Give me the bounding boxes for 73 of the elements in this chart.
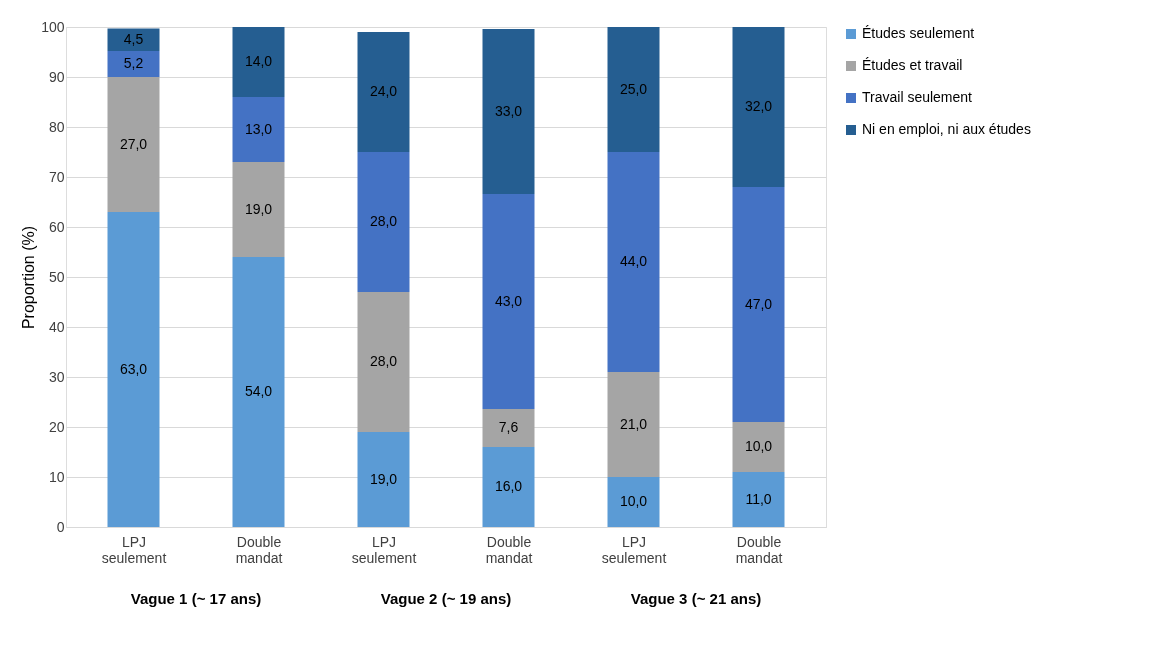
bar <box>607 372 660 477</box>
data-label: 14,0 <box>244 53 273 69</box>
y-tick-label: 30 <box>48 368 65 385</box>
bar <box>232 257 285 527</box>
data-label: 32,0 <box>744 98 773 114</box>
bar <box>357 432 410 527</box>
bar <box>232 27 285 97</box>
bar <box>357 292 410 432</box>
data-label: 5,2 <box>123 55 144 71</box>
bar <box>482 29 535 194</box>
y-axis-title: Proportion (%) <box>20 225 38 330</box>
data-label: 28,0 <box>369 353 398 369</box>
data-label: 44,0 <box>619 253 648 269</box>
y-tick-label: 40 <box>48 318 65 335</box>
y-tick-label: 70 <box>48 168 65 185</box>
legend-label: Ni en emploi, ni aux études <box>862 121 1031 137</box>
data-label: 21,0 <box>619 415 648 432</box>
bar <box>607 152 660 372</box>
bar <box>482 409 535 447</box>
y-tick-label: 100 <box>41 18 65 35</box>
x-tick-label: LPJ seulement <box>601 533 667 566</box>
legend-label: Travail seulement <box>862 89 973 105</box>
data-label: 4,5 <box>123 30 144 47</box>
data-label: 28,0 <box>369 213 398 229</box>
data-label: 19,0 <box>369 470 398 487</box>
data-label: 13,0 <box>244 120 273 137</box>
y-tick-label: 50 <box>48 268 65 285</box>
bar <box>107 28 160 51</box>
legend-label: Études et travail <box>862 57 963 73</box>
data-label: 10,0 <box>744 438 773 454</box>
text: Vague 1 (~ 17 ans) <box>130 590 262 607</box>
bar <box>732 472 785 527</box>
x-tick-label: Double mandat <box>235 533 283 566</box>
data-label: 24,0 <box>369 83 398 99</box>
y-tick-label: 20 <box>48 418 65 435</box>
x-tick-label: Double mandat <box>735 533 783 566</box>
text: Vague 3 (~ 21 ans) <box>630 590 762 607</box>
bar <box>357 152 410 292</box>
bar <box>232 97 285 162</box>
bar <box>482 194 535 409</box>
text: Vague 2 (~ 19 ans) <box>380 590 512 607</box>
data-label: 43,0 <box>494 292 523 309</box>
y-tick-label: 10 <box>48 468 65 485</box>
data-label: 63,0 <box>119 360 148 377</box>
data-label: 11,0 <box>745 490 772 507</box>
y-tick-label: 60 <box>48 218 65 235</box>
bar <box>732 187 785 422</box>
bar <box>607 477 660 527</box>
bar <box>107 77 160 212</box>
bar <box>357 32 410 152</box>
x-tick-label: LPJ seulement <box>351 533 417 566</box>
data-label: 54,0 <box>244 383 273 399</box>
bar <box>232 162 285 257</box>
bar <box>732 422 785 472</box>
y-tick-label: 90 <box>48 68 65 85</box>
y-tick-label: 80 <box>48 118 65 135</box>
data-label: 27,0 <box>119 135 148 152</box>
data-label: 47,0 <box>744 295 773 312</box>
data-label: 19,0 <box>244 200 273 217</box>
x-tick-label: LPJ seulement <box>101 533 167 566</box>
x-tick-label: Double mandat <box>485 533 533 566</box>
data-label: 7,6 <box>498 419 519 435</box>
bar <box>607 27 660 152</box>
legend-label: Études seulement <box>862 25 975 41</box>
data-label: 25,0 <box>619 80 648 97</box>
y-tick-label: 0 <box>56 518 65 535</box>
bar <box>107 51 160 77</box>
bar <box>732 27 785 187</box>
bar <box>482 447 535 527</box>
bar <box>107 212 160 527</box>
data-label: 33,0 <box>494 102 523 119</box>
data-label: 10,0 <box>619 493 648 509</box>
data-label: 16,0 <box>494 478 523 494</box>
